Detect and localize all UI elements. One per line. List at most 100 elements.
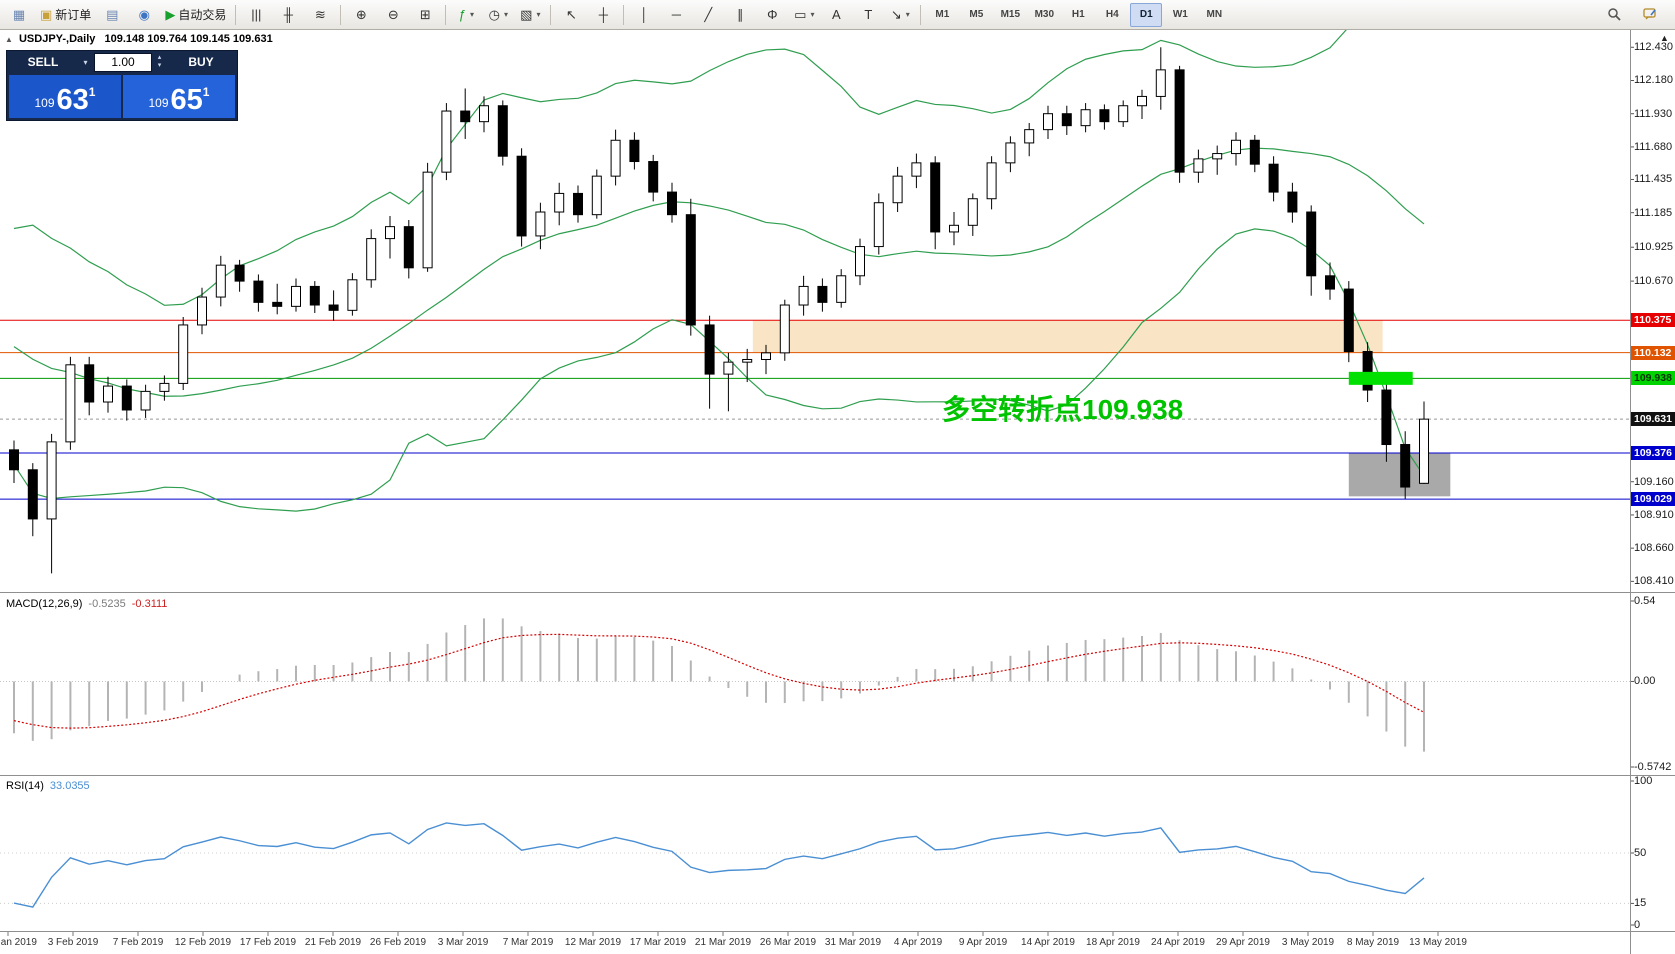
spin-up-icon[interactable]: ▴ <box>157 54 162 61</box>
buy-label: BUY <box>188 55 214 69</box>
date-label: 21 Feb 2019 <box>304 937 362 948</box>
print-icon[interactable]: ▤ <box>106 6 119 22</box>
date-label: 31 Mar 2019 <box>824 937 882 948</box>
price-tick: 111.930 <box>1634 107 1673 120</box>
horizontal-line-icon[interactable]: ─ <box>671 7 681 22</box>
shapes-icon[interactable]: ▭ ▾ <box>794 6 815 22</box>
macd-main-value: -0.5235 <box>88 598 126 610</box>
bar-chart-icon[interactable]: ||| <box>251 7 262 22</box>
date-label: 18 Apr 2019 <box>1086 937 1140 948</box>
sell-price-big: 63 <box>56 84 89 116</box>
timeframe-m30[interactable]: M30 <box>1034 9 1055 20</box>
symbol-title: USDJPY-,Daily <box>18 33 96 45</box>
price-tick: 108.660 <box>1634 542 1674 555</box>
level-lines-layer[interactable] <box>0 319 1630 500</box>
rsi-value: 33.0355 <box>49 780 90 792</box>
date-label: 3 May 2019 <box>1281 937 1335 948</box>
indicators-button[interactable]: ƒ ▾ <box>458 7 474 22</box>
pivot-annotation-text: 多空转折点109.938 <box>942 394 1184 425</box>
arrows-icon[interactable]: ↘ ▾ <box>890 6 910 22</box>
rsi-layer <box>0 780 1634 926</box>
text-icon[interactable]: A <box>831 7 841 22</box>
new-order-button[interactable]: ▣ 新订单 <box>40 6 92 23</box>
buy-button[interactable]: 109 65 1 <box>123 75 235 118</box>
volume-input[interactable]: 1.00 <box>94 52 152 72</box>
date-label: 21 Mar 2019 <box>694 937 752 948</box>
date-label: 26 Feb 2019 <box>369 937 427 948</box>
macd-layer <box>0 600 1634 768</box>
search-icon[interactable] <box>1599 3 1629 27</box>
date-label: 4 Apr 2019 <box>893 937 943 948</box>
timeframe-m15[interactable]: M15 <box>1000 9 1021 20</box>
timeframe-d1[interactable]: D1 <box>1130 2 1163 27</box>
sell-price-pip: 1 <box>88 85 96 99</box>
date-label: 26 Mar 2019 <box>759 937 817 948</box>
fibonacci-icon[interactable]: Φ <box>767 7 778 22</box>
date-label: 29 Apr 2019 <box>1216 937 1270 948</box>
one-click-toggle-icon[interactable]: ▲ <box>5 35 13 44</box>
volume-spinner[interactable]: ▴ ▾ <box>154 54 165 70</box>
panel-separator[interactable] <box>0 775 1675 776</box>
price-tick: 111.680 <box>1634 140 1673 153</box>
date-label: 9 Apr 2019 <box>958 937 1008 948</box>
toolbar-separator <box>340 4 342 25</box>
sell-caret-icon[interactable]: ▾ <box>83 57 88 67</box>
periods-button[interactable]: ◷ ▾ <box>488 6 508 22</box>
rsi-name: RSI(14) <box>6 780 44 792</box>
date-label: 13 May 2019 <box>1409 937 1467 948</box>
price-axis-border <box>1630 30 1631 954</box>
timeframe-m1[interactable]: M1 <box>935 9 950 20</box>
price-tick: 109.160 <box>1634 475 1674 488</box>
line-chart-icon[interactable]: ≋ <box>314 6 326 22</box>
macd-scale-tick: 0.00 <box>1634 675 1656 688</box>
price-tick: 111.185 <box>1634 206 1673 219</box>
tile-windows-icon[interactable]: ⊞ <box>419 6 431 22</box>
macd-scale-tick: -0.5742 <box>1634 761 1672 773</box>
trade-panel-top-row: SELL ▾ 1.00 ▴ ▾ BUY <box>7 51 237 73</box>
price-tick: 108.910 <box>1634 508 1674 521</box>
trade-panel-prices: 109 63 1 109 65 1 <box>7 73 237 120</box>
templates-button[interactable]: ▧ ▾ <box>520 6 541 22</box>
price-tick: 108.410 <box>1634 575 1674 588</box>
rsi-scale-tick: 15 <box>1634 897 1647 910</box>
spin-down-icon[interactable]: ▾ <box>157 62 162 69</box>
price-tick: 112.180 <box>1634 74 1673 87</box>
sell-button[interactable]: 109 63 1 <box>9 75 121 118</box>
buy-price-pip: 1 <box>202 85 210 99</box>
cursor-icon[interactable]: ↖ <box>565 6 577 22</box>
date-label: 12 Mar 2019 <box>564 937 622 948</box>
crosshair-icon[interactable]: ┼ <box>598 7 608 22</box>
timeframe-h1[interactable]: H1 <box>1071 9 1085 20</box>
autotrading-button[interactable]: ▶ 自动交易 <box>165 6 227 23</box>
price-tick: 110.925 <box>1634 241 1673 254</box>
panel-separator[interactable] <box>0 592 1675 593</box>
timeframe-mn[interactable]: MN <box>1206 9 1223 20</box>
zoom-in-icon[interactable]: ⊕ <box>355 6 367 22</box>
timeframe-h4[interactable]: H4 <box>1105 9 1119 20</box>
macd-label: MACD(12,26,9) -0.5235 -0.3111 <box>6 598 167 610</box>
macd-name: MACD(12,26,9) <box>6 598 83 610</box>
timeframe-w1[interactable]: W1 <box>1172 9 1188 20</box>
rsi-scale-tick: 100 <box>1634 775 1653 787</box>
text-label-icon[interactable]: T <box>864 7 873 22</box>
toolbar-separator <box>920 4 922 25</box>
trendline-icon[interactable]: ╱ <box>704 6 713 22</box>
date-label: 7 Feb 2019 <box>112 937 164 948</box>
candles-layer <box>9 47 1429 574</box>
zoom-out-icon[interactable]: ⊖ <box>387 6 399 22</box>
scroll-up-icon[interactable]: ▲ <box>1660 33 1669 43</box>
sell-price-prefix: 109 <box>34 96 55 110</box>
vertical-line-icon[interactable]: │ <box>640 7 649 22</box>
channel-icon[interactable]: ∥ <box>737 6 744 22</box>
data-window-icon[interactable]: ◉ <box>138 6 150 22</box>
quick-message-icon[interactable] <box>1635 3 1665 27</box>
chart-objects-layer <box>752 320 1451 497</box>
candlestick-chart-icon[interactable]: ╫ <box>283 7 293 22</box>
price-badge-109.029: 109.029 <box>1631 492 1675 507</box>
new-chart-icon[interactable]: ▦ <box>12 6 26 22</box>
date-label: 7 Mar 2019 <box>502 937 554 948</box>
timeframe-m5[interactable]: M5 <box>969 9 984 20</box>
date-label: 12 Feb 2019 <box>174 937 232 948</box>
toolbar: ▦ ▣ 新订单 ▤ ◉ ▶ 自动交易 ||| ╫ ≋ ⊕ ⊖ ⊞ ƒ ▾ ◷ ▾ ▧ ▾ ↖ ┼ │ ─ ╱ ∥ Φ ▭ ▾ A T ↘ ▾ M… <box>0 0 1675 30</box>
